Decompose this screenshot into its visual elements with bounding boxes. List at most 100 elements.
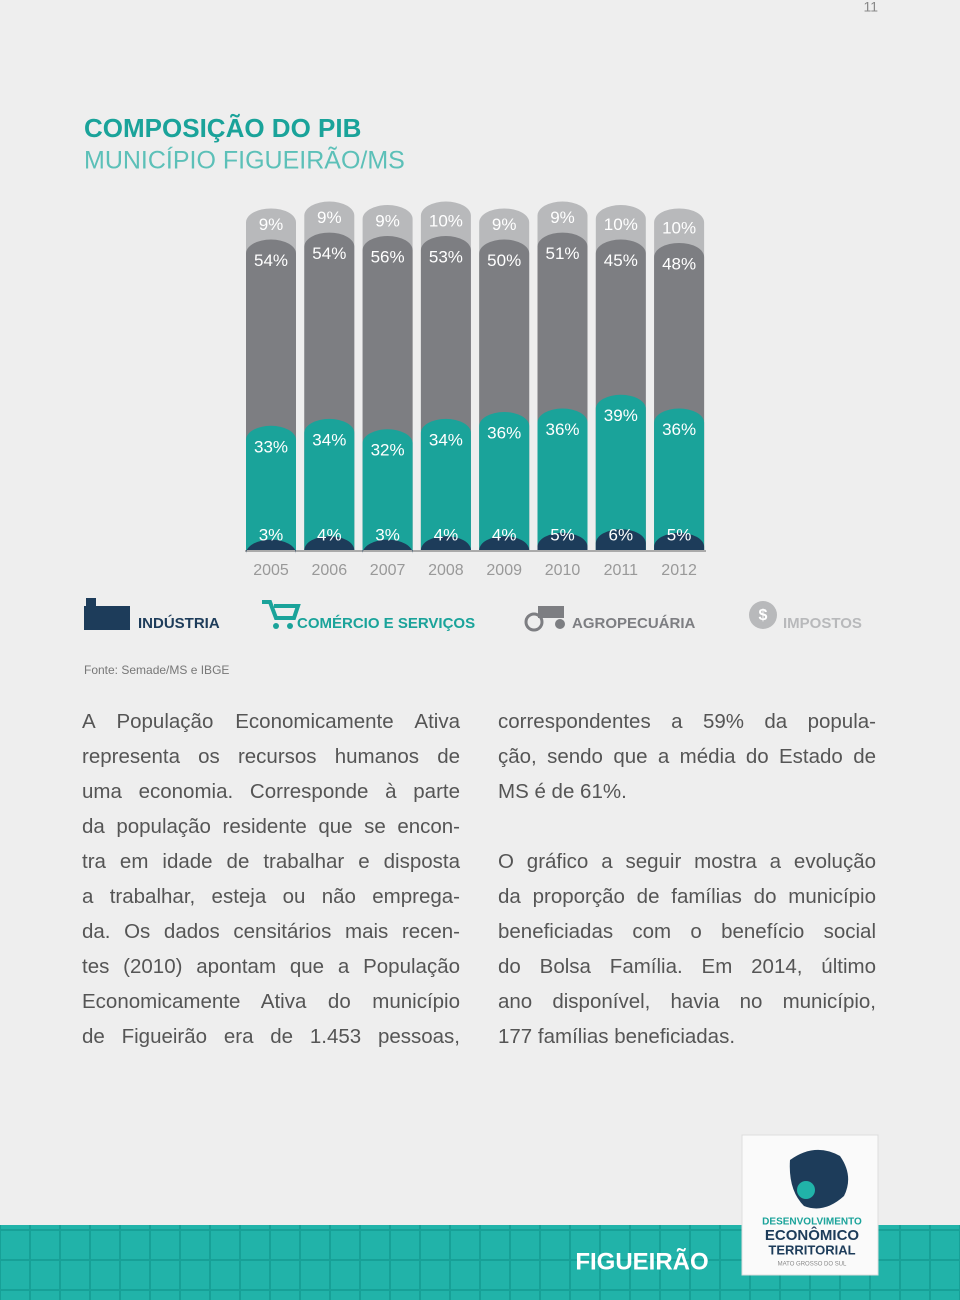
value-label: 10% <box>604 215 638 234</box>
bar-segment <box>304 418 355 550</box>
value-label: 50% <box>487 251 521 270</box>
x-tick-label: 2012 <box>661 562 697 579</box>
bar-segment <box>595 394 646 550</box>
value-label: 4% <box>492 525 517 544</box>
x-tick-label: 2010 <box>545 562 581 579</box>
icon-cart <box>287 623 293 629</box>
bar-segment <box>304 536 355 551</box>
value-label: 6% <box>609 525 634 544</box>
value-label: 36% <box>662 420 696 439</box>
value-label: 32% <box>371 441 405 460</box>
value-label: 33% <box>254 437 288 456</box>
text-line: representa os recursos humanos de <box>82 745 460 768</box>
value-label: 4% <box>317 525 342 544</box>
bar-segment <box>537 532 588 550</box>
text-line: do Bolsa Família. Em 2014, último <box>498 955 876 978</box>
text-line: uma economia. Corresponde à parte <box>82 780 460 803</box>
value-label: 53% <box>429 248 463 267</box>
value-label: 34% <box>312 430 346 449</box>
legend-label: INDÚSTRIA <box>138 614 220 632</box>
text-line: da proporção de famílias do município <box>498 885 876 908</box>
value-label: 10% <box>662 218 696 237</box>
value-label: 45% <box>604 251 638 270</box>
value-label: 48% <box>662 254 696 273</box>
text-line: A População Economicamente Ativa <box>82 710 460 733</box>
value-label: 9% <box>550 208 575 227</box>
value-label: 3% <box>259 525 284 544</box>
bar-segment <box>537 408 588 550</box>
text-line: da. Os dados censitários mais recen- <box>82 920 460 943</box>
x-tick-label: 2011 <box>604 562 639 579</box>
value-label: 36% <box>545 420 579 439</box>
logo-text: DESENVOLVIMENTO <box>762 1217 862 1228</box>
x-tick-label: 2008 <box>428 562 464 579</box>
value-label: 5% <box>550 525 575 544</box>
x-tick-label: 2007 <box>370 562 406 579</box>
text-line: Economicamente Ativa do município <box>82 990 460 1013</box>
bar-segment <box>420 418 471 550</box>
x-tick-label: 2006 <box>312 562 348 579</box>
legend-label: IMPOSTOS <box>783 615 862 632</box>
legend-icons: $ <box>84 598 777 632</box>
value-label: 36% <box>487 423 521 442</box>
text-column: A População Economicamente Ativa represen… <box>82 704 460 1089</box>
paragraph: correspondentes a 59% da popula-ção, sen… <box>498 704 876 809</box>
value-label: 4% <box>434 525 459 544</box>
logo-text: TERRITORIAL <box>768 1242 855 1257</box>
value-label: 10% <box>429 212 463 231</box>
value-label: 9% <box>259 215 284 234</box>
value-label: 5% <box>667 525 692 544</box>
legend-label: COMÉRCIO E SERVIÇOS <box>297 615 475 632</box>
legend-label: AGROPECUÁRIA <box>572 615 696 632</box>
source: Fonte: Semade/MS e IBGE <box>84 663 229 677</box>
bar-segment <box>654 408 705 550</box>
chart-subtitle: MUNICÍPIO FIGUEIRÃO/MS <box>84 146 405 175</box>
icon-tax <box>749 601 777 629</box>
text-line: da população residente que se encon- <box>82 815 460 838</box>
text-line: O gráfico a seguir mostra a evolução <box>498 850 876 873</box>
bar-segment <box>479 412 530 550</box>
text-column: correspondentes a 59% da popula-ção, sen… <box>498 704 876 1089</box>
text-line: ano disponível, havia no município, <box>498 990 876 1013</box>
icon-tractor <box>555 619 565 629</box>
text-line: tra em idade de trabalhar e disposta <box>82 850 460 873</box>
page-number: 11 <box>863 0 878 15</box>
text-line: 177 famílias beneficiadas. <box>498 1025 736 1048</box>
icon-cart <box>273 623 279 629</box>
bar-segment <box>595 529 646 550</box>
value-label: 9% <box>317 208 342 227</box>
icon-tax: $ <box>759 607 768 624</box>
text-line: beneficiadas com o benefício social <box>498 920 876 943</box>
value-label: 56% <box>371 248 405 267</box>
value-label: 9% <box>375 212 400 231</box>
bar-segment <box>654 532 705 550</box>
value-label: 51% <box>545 244 579 263</box>
icon-industry <box>86 598 96 610</box>
bar-segment <box>420 536 471 551</box>
x-tick-label: 2005 <box>253 562 289 579</box>
text-line: ção, sendo que a média do Estado de <box>498 745 876 768</box>
icon-tractor <box>524 612 544 632</box>
text-line: MS é de 61%. <box>498 780 627 803</box>
bar-segment <box>246 539 296 554</box>
value-label: 9% <box>492 215 517 234</box>
logo-text: ECONÔMICO <box>765 1226 860 1244</box>
bar-segment <box>362 539 413 554</box>
text-line: de Figueirão era de 1.453 pessoas, <box>82 1025 460 1048</box>
logo-text: MATO GROSSO DO SUL <box>778 1262 847 1268</box>
text-line: tes (2010) apontam que a População <box>82 955 460 978</box>
bar-segment <box>246 425 296 550</box>
footer-city: FIGUEIRÃO <box>575 1247 708 1275</box>
icon-cart <box>262 600 301 620</box>
bar-segment <box>362 429 413 550</box>
value-label: 3% <box>375 525 400 544</box>
chart-title: COMPOSIÇÃO DO PIB <box>84 113 361 143</box>
icon-tractor <box>538 606 564 618</box>
value-label: 39% <box>604 406 638 425</box>
paragraph: O gráfico a seguir mostra a evolução da p… <box>498 844 876 1054</box>
value-label: 34% <box>429 430 463 449</box>
x-tick-label: 2009 <box>486 562 522 579</box>
value-label: 54% <box>254 251 288 270</box>
